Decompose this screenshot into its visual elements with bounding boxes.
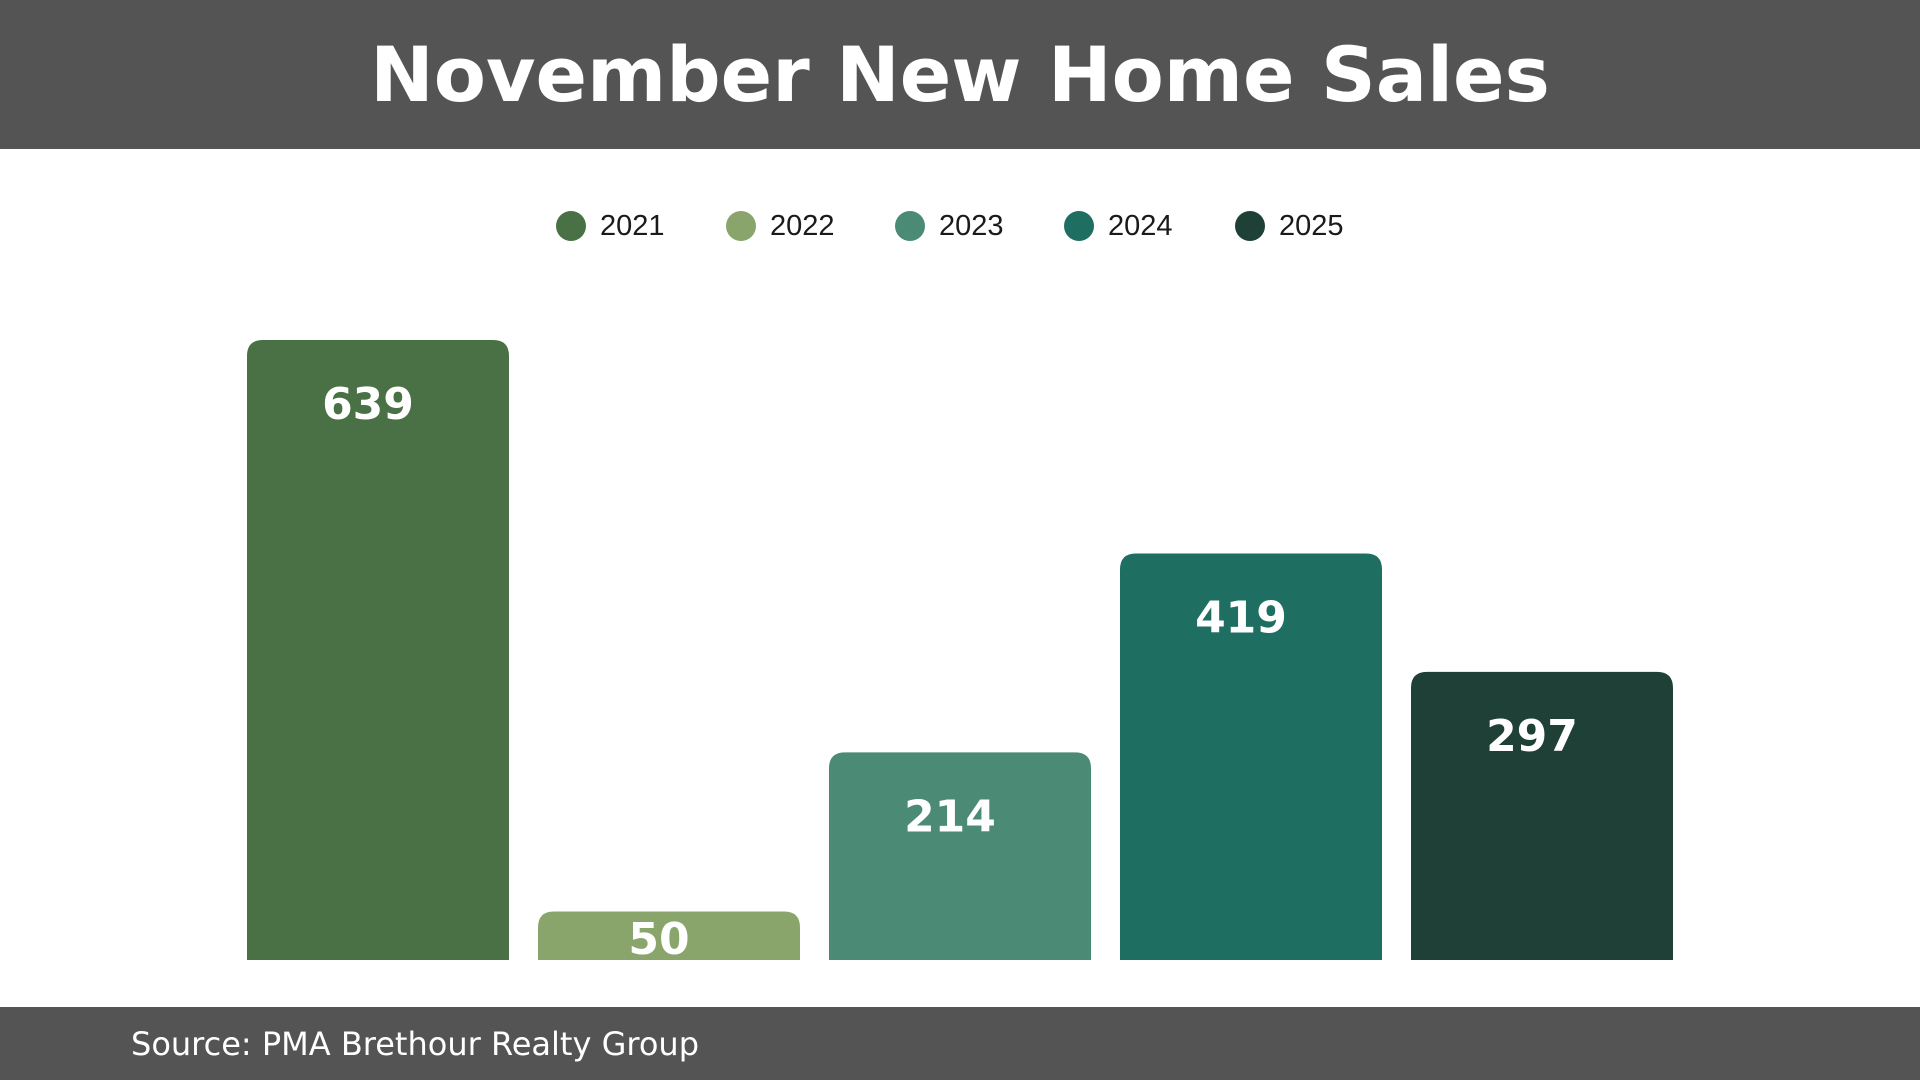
footer-banner: Source: PMA Brethour Realty Group xyxy=(0,1007,1920,1080)
legend-label-2024: 2024 xyxy=(1108,209,1173,242)
data-label-2022: 50 xyxy=(628,914,689,965)
data-label-2025: 297 xyxy=(1486,711,1578,762)
legend-label-2022: 2022 xyxy=(770,209,835,242)
legend-swatch-2023 xyxy=(895,211,925,241)
title-banner: November New Home Sales xyxy=(0,0,1920,149)
legend-item-2021: 2021 xyxy=(556,208,665,244)
bar-chart: 639 50 214 419 297 xyxy=(247,340,1673,965)
data-label-2024: 419 xyxy=(1195,592,1287,643)
source-note: Source: PMA Brethour Realty Group xyxy=(131,1025,699,1063)
data-label-2021: 639 xyxy=(322,379,414,430)
bar-2025 xyxy=(1411,671,1673,960)
legend-swatch-2024 xyxy=(1064,211,1094,241)
chart-legend: 2021 2022 2023 2024 2025 xyxy=(0,208,1920,244)
legend-label-2021: 2021 xyxy=(600,209,665,242)
legend-label-2023: 2023 xyxy=(939,209,1004,242)
legend-swatch-2025 xyxy=(1235,211,1265,241)
data-label-2023: 214 xyxy=(904,791,996,842)
legend-item-2024: 2024 xyxy=(1064,208,1173,244)
chart-title: November New Home Sales xyxy=(370,29,1550,119)
bar-2023 xyxy=(829,752,1091,960)
bar-2021 xyxy=(247,340,509,960)
legend-label-2025: 2025 xyxy=(1279,209,1344,242)
legend-item-2025: 2025 xyxy=(1235,208,1344,244)
legend-swatch-2022 xyxy=(726,211,756,241)
bar-2022 xyxy=(538,911,800,960)
legend-swatch-2021 xyxy=(556,211,586,241)
bar-2024 xyxy=(1120,553,1382,960)
legend-item-2022: 2022 xyxy=(726,208,835,244)
legend-item-2023: 2023 xyxy=(895,208,1004,244)
